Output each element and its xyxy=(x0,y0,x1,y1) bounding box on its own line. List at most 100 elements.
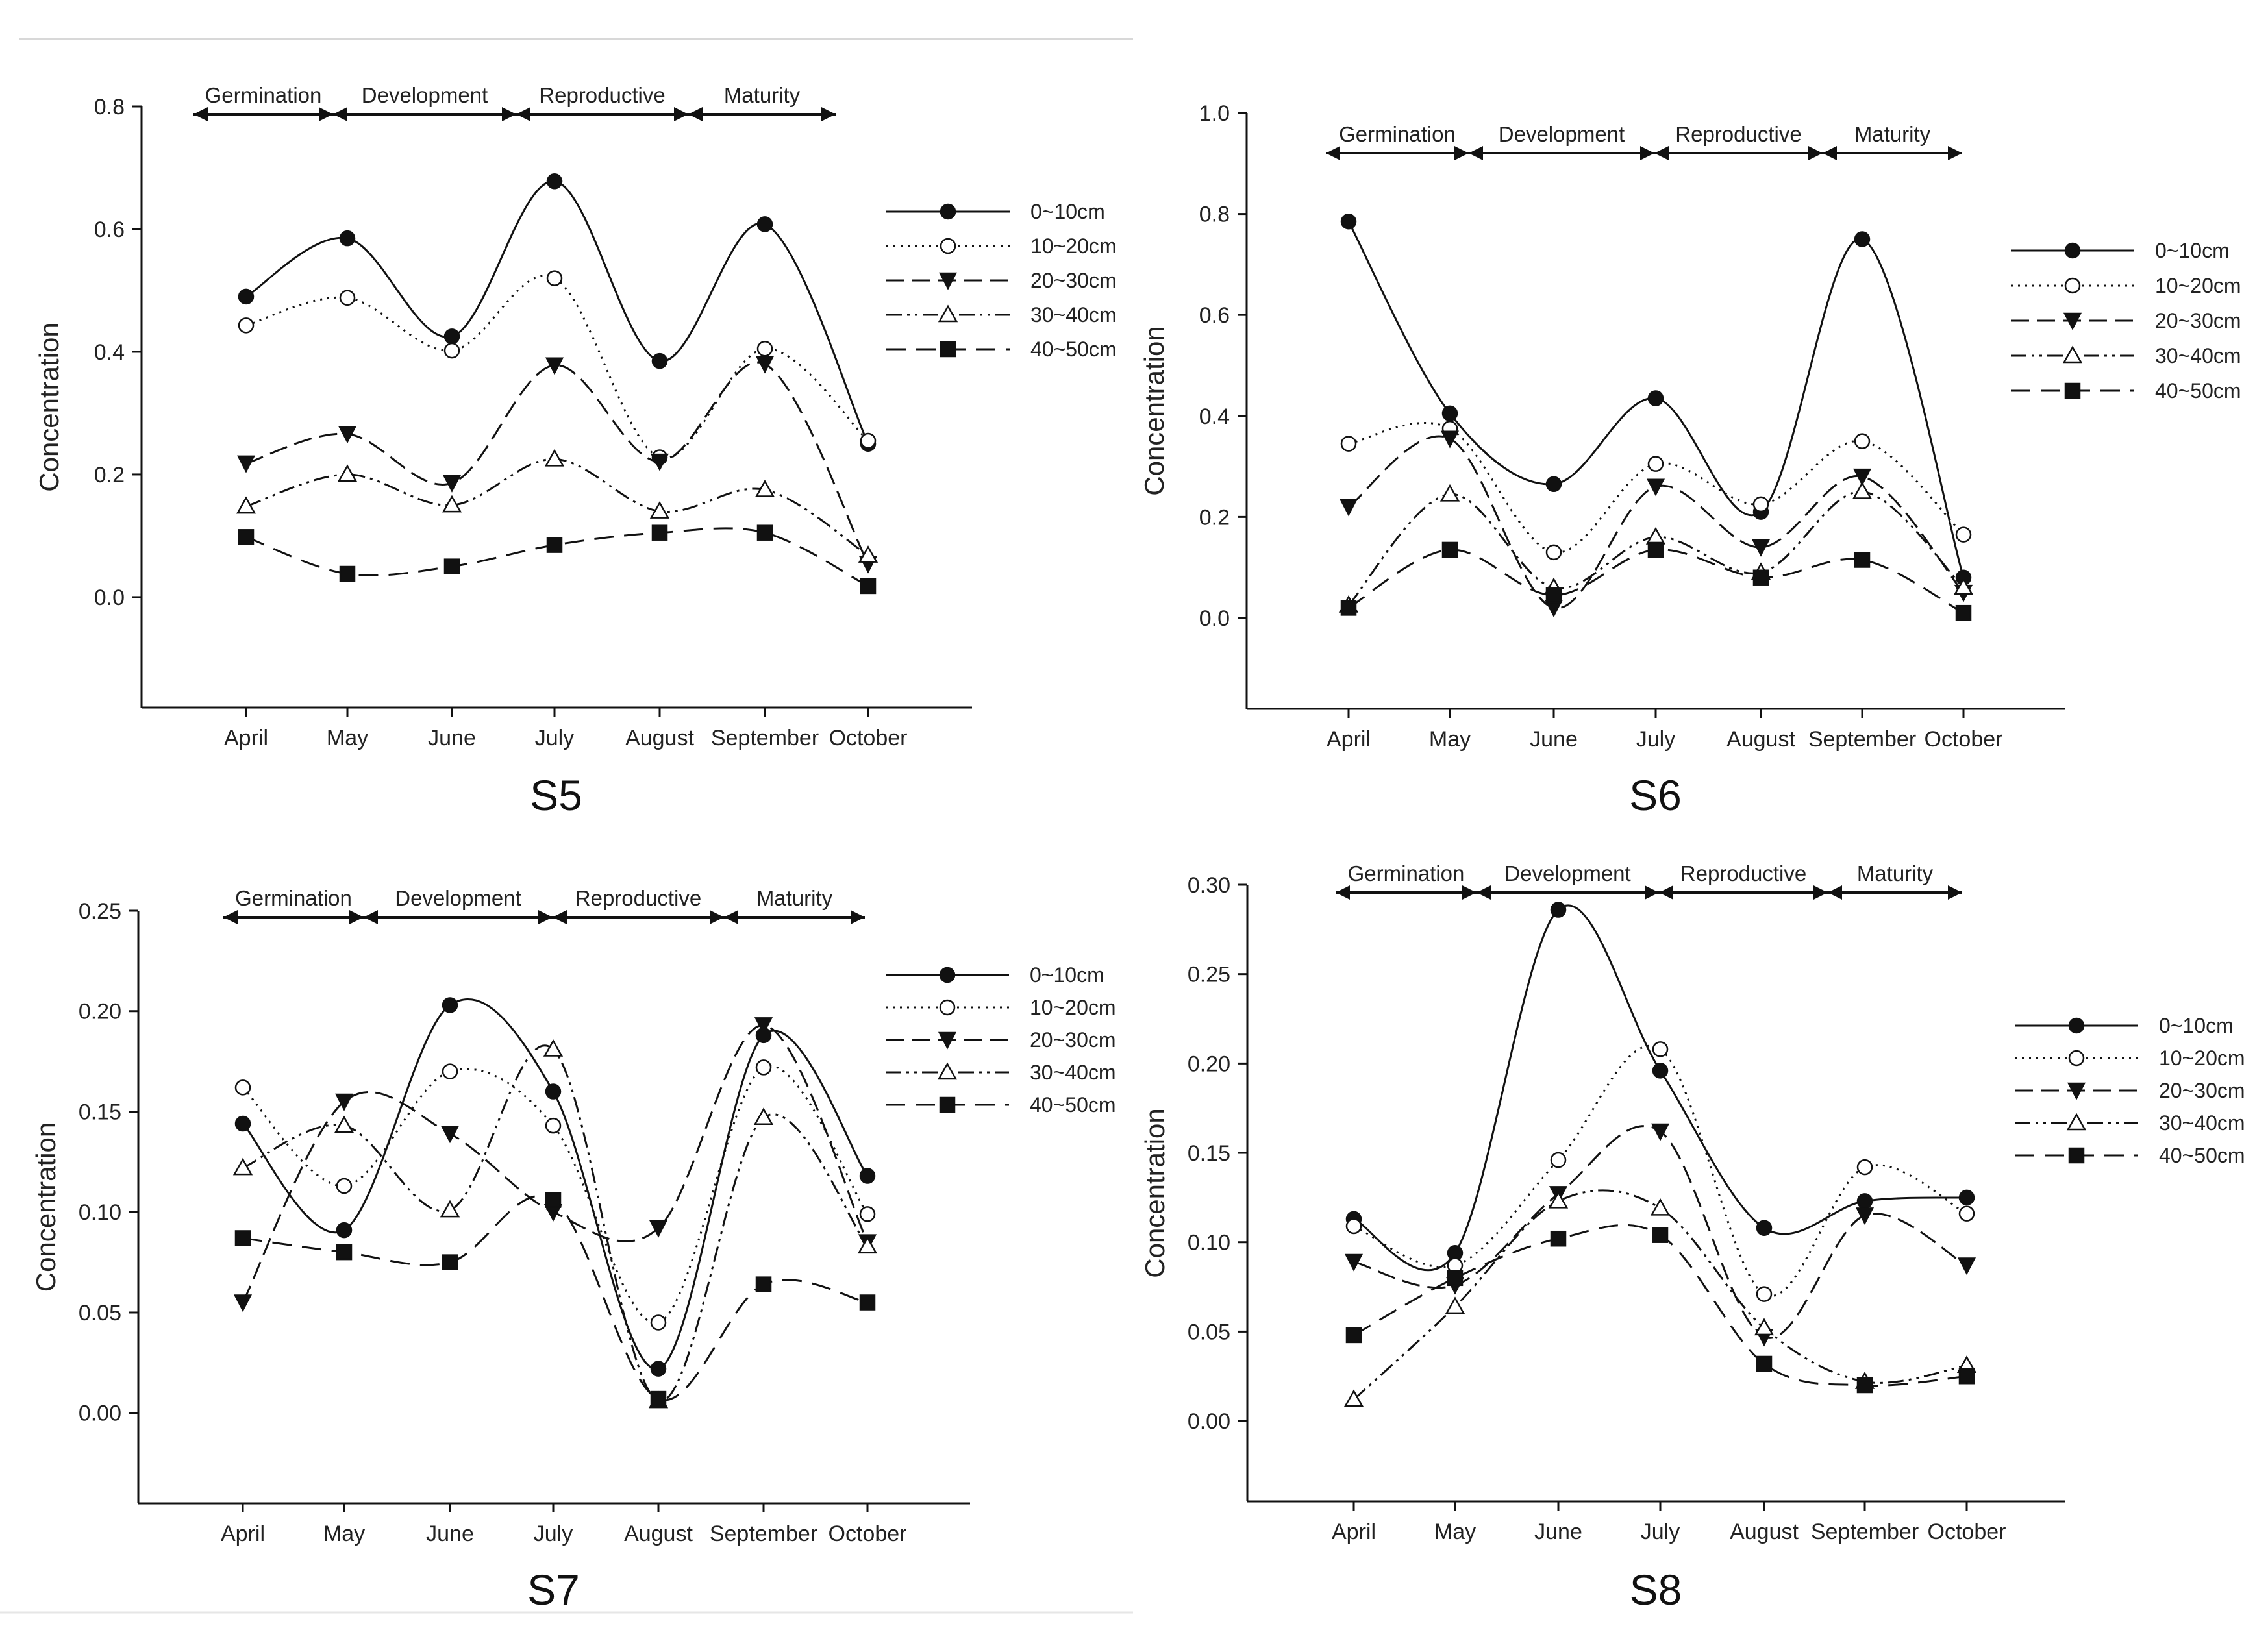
data-point xyxy=(1651,1123,1670,1141)
data-point xyxy=(238,288,255,305)
data-point xyxy=(234,1115,251,1132)
data-point xyxy=(650,1361,667,1377)
x-tick-label: April xyxy=(1327,727,1371,752)
x-tick-label: October xyxy=(829,1522,907,1546)
legend: 0~10cm 10~20cm 20~30cm 30~40cm 40~50cm xyxy=(886,963,1116,1116)
data-point xyxy=(339,230,356,247)
stage-arrowhead xyxy=(1948,885,1962,900)
series-line xyxy=(245,180,869,445)
y-axis-label: Concentration xyxy=(1140,1108,1170,1278)
y-tick-label: 0.0 xyxy=(1199,606,1230,631)
series-20~30cm xyxy=(233,1017,877,1313)
data-point xyxy=(1447,1270,1464,1287)
data-point xyxy=(650,1314,667,1331)
x-tick-label: May xyxy=(1434,1520,1476,1544)
stage-arrows: Germination Development Reproductive Maturi… xyxy=(1336,861,1962,900)
x-tick-label: July xyxy=(534,1522,573,1546)
legend-marker xyxy=(939,967,956,983)
data-point xyxy=(1752,496,1769,513)
series-line xyxy=(1352,1189,1967,1401)
stage-label-development: Development xyxy=(1499,122,1625,146)
data-point xyxy=(1652,1063,1669,1079)
x-tick-label: April xyxy=(1332,1520,1376,1544)
x-tick-label: September xyxy=(1811,1520,1919,1544)
data-point xyxy=(1756,1286,1773,1302)
series-line xyxy=(242,1024,869,1303)
data-point xyxy=(1441,405,1458,422)
series-0~10cm xyxy=(234,997,876,1377)
data-point xyxy=(859,1294,876,1311)
data-point xyxy=(860,432,877,449)
stage-arrowhead xyxy=(364,910,378,924)
legend-label: 10~20cm xyxy=(1030,234,1117,258)
series-10~20cm xyxy=(1340,420,1972,561)
stage-label-development: Development xyxy=(395,886,521,910)
legend-marker xyxy=(937,1062,958,1080)
x-tick-label: April xyxy=(224,726,268,750)
stage-arrowhead xyxy=(223,910,238,924)
data-point xyxy=(1953,577,1974,595)
legend-marker xyxy=(2064,382,2081,399)
y-tick-label: 0.05 xyxy=(1188,1320,1230,1344)
data-point xyxy=(1856,1159,1873,1176)
series-20~30cm xyxy=(1339,430,1973,618)
data-point xyxy=(1340,436,1357,452)
legend-label: 40~50cm xyxy=(2155,379,2241,402)
series-30~40cm xyxy=(1343,1189,1977,1407)
data-point xyxy=(755,1276,772,1292)
data-point xyxy=(1647,541,1664,558)
legend-label: 20~30cm xyxy=(1030,269,1117,292)
legend-marker xyxy=(2068,1017,2085,1034)
x-tick-label: September xyxy=(1808,727,1916,752)
data-point xyxy=(1855,1207,1875,1226)
data-point xyxy=(233,1294,253,1313)
data-point xyxy=(1340,600,1357,616)
data-point xyxy=(1852,481,1873,499)
data-point xyxy=(443,328,460,345)
data-point xyxy=(649,501,670,519)
y-axis-label: Concentration xyxy=(31,1122,61,1292)
data-point xyxy=(1645,526,1666,545)
data-point xyxy=(1548,1190,1569,1209)
data-point xyxy=(1955,604,1972,621)
y-tick-label: 0.25 xyxy=(79,899,121,924)
stage-label-maturity: Maturity xyxy=(1857,861,1934,885)
stage-arrowhead xyxy=(1469,146,1483,160)
data-point xyxy=(442,1254,458,1270)
series-40~50cm xyxy=(234,1192,876,1407)
x-tick-label: October xyxy=(829,726,908,750)
data-point xyxy=(859,1206,876,1222)
data-point xyxy=(234,1079,251,1096)
data-point xyxy=(1545,544,1562,561)
y-tick-label: 0.20 xyxy=(79,1000,121,1024)
y-tick-label: 0.0 xyxy=(94,586,125,610)
stage-label-maturity: Maturity xyxy=(1854,122,1931,146)
data-point xyxy=(1958,1189,1975,1206)
x-tick-label: July xyxy=(1641,1520,1680,1544)
panel-title: S6 xyxy=(1629,771,1682,819)
data-point xyxy=(337,464,358,482)
legend-marker xyxy=(2066,1113,2087,1131)
data-point xyxy=(1652,1227,1669,1243)
data-point xyxy=(1958,1368,1975,1385)
stage-label-development: Development xyxy=(362,83,488,107)
data-point xyxy=(1647,456,1664,472)
y-tick-label: 0.6 xyxy=(1199,303,1230,328)
y-tick-label: 1.0 xyxy=(1199,101,1230,126)
data-point xyxy=(1756,1355,1773,1372)
data-point xyxy=(1440,430,1460,449)
y-tick-label: 0.6 xyxy=(94,217,125,242)
data-point xyxy=(1345,1327,1362,1344)
data-point xyxy=(442,997,458,1013)
data-point xyxy=(544,449,565,467)
legend-label: 0~10cm xyxy=(1030,963,1104,987)
y-tick-label: 0.05 xyxy=(79,1301,121,1326)
stage-arrowhead xyxy=(1808,146,1823,160)
x-tick-label: August xyxy=(1730,1520,1799,1544)
legend-label: 40~50cm xyxy=(1030,338,1117,361)
stage-arrowhead xyxy=(1326,146,1340,160)
x-tick-label: May xyxy=(327,726,368,750)
data-point xyxy=(338,426,357,444)
data-point xyxy=(1751,539,1771,557)
legend-label: 10~20cm xyxy=(1030,996,1116,1019)
